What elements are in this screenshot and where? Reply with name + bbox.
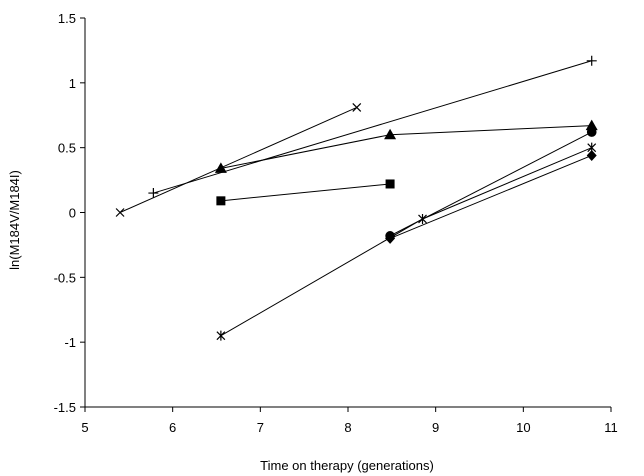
series-6-point (586, 149, 597, 161)
series-4-point (216, 330, 226, 341)
series-5-point (586, 127, 597, 137)
series-1-point (586, 55, 597, 66)
x-tick-label: 8 (344, 420, 351, 435)
series-markers (115, 55, 598, 341)
series-3-point (385, 179, 395, 189)
series-0-point (115, 208, 125, 217)
y-tick-label: 0.5 (58, 141, 76, 156)
x-tick-label: 9 (432, 420, 439, 435)
x-tick-label: 6 (169, 420, 176, 435)
axes: -1.5 -1 -0.5 0 0.5 1 1.5 5 6 7 8 9 10 11 (54, 11, 618, 435)
series-6-line (389, 154, 592, 239)
y-tick-label: 1.5 (58, 11, 76, 26)
x-axis-label: Time on therapy (generations) (260, 458, 434, 473)
series-2-point (384, 128, 397, 140)
series-3-point (216, 196, 226, 206)
x-tick-label: 5 (81, 420, 88, 435)
series-1-line (153, 60, 592, 194)
y-tick-label: -1 (64, 335, 76, 350)
series-5-line (389, 131, 592, 237)
series-2-point (214, 162, 227, 173)
series-4-line (220, 147, 592, 337)
y-axis-label: ln(M184V/M184I) (7, 170, 22, 270)
y-tick-label: 1 (69, 76, 76, 91)
series-2-line (220, 125, 592, 169)
x-tick-label: 11 (604, 420, 618, 435)
x-tick-label: 7 (257, 420, 264, 435)
series-1-point (148, 188, 159, 199)
series-0-point (352, 103, 362, 112)
x-tick-label: 10 (516, 420, 530, 435)
series-4-point (418, 213, 427, 224)
y-tick-label: -1.5 (54, 400, 76, 415)
y-tick-label: 0 (69, 206, 76, 221)
y-tick-label: -0.5 (54, 270, 76, 285)
series-3-line (220, 183, 391, 202)
series-2-point (585, 119, 598, 131)
series-lines (119, 60, 592, 337)
series-6-point (385, 232, 396, 244)
series-0-line (119, 107, 357, 213)
